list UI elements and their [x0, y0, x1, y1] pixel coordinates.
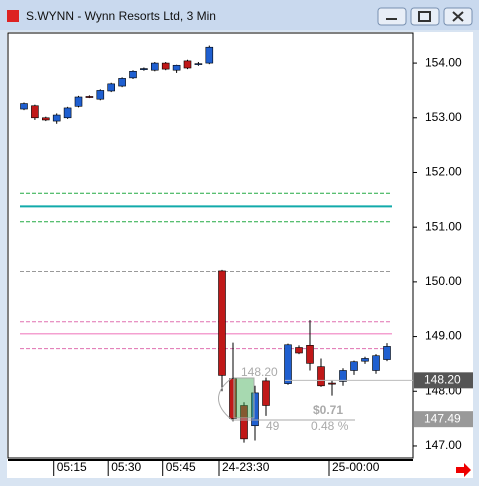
maximize-button[interactable] — [410, 7, 440, 26]
chart-area — [7, 32, 473, 478]
app-icon — [7, 10, 19, 22]
candle-body — [31, 105, 39, 119]
candle-body — [350, 361, 358, 371]
candle-body — [361, 358, 369, 362]
y-tick-label: 152.00 — [425, 165, 462, 179]
candle-body — [229, 378, 237, 419]
candle-body — [183, 60, 192, 69]
candle-body — [107, 83, 115, 92]
measure-change: $0.71 — [313, 403, 343, 417]
candle-body — [218, 270, 226, 376]
x-tick-label: 25-00:00 — [332, 460, 380, 474]
measure-box — [233, 377, 255, 419]
price-tag-label: 147.49 — [424, 411, 461, 425]
price-tag-label: 148.20 — [424, 373, 461, 387]
x-tick-label: 24-23:30 — [222, 460, 270, 474]
candle-body — [262, 380, 270, 406]
measure-oval — [218, 377, 355, 421]
candle-body — [118, 78, 126, 87]
minimize-button[interactable] — [377, 7, 407, 26]
candle-body — [172, 64, 181, 71]
candle-body — [339, 370, 347, 382]
candle-body — [372, 355, 380, 371]
y-tick-label: 151.00 — [425, 219, 462, 233]
candle-body — [96, 90, 105, 100]
candle-body — [161, 62, 170, 70]
candle-body — [63, 107, 72, 119]
candle-body — [41, 117, 50, 121]
scroll-arrow[interactable] — [456, 463, 471, 477]
candle-body — [317, 366, 325, 387]
candle-body — [306, 345, 314, 364]
candle-body — [74, 96, 83, 107]
candle-body — [20, 103, 28, 110]
candle-body — [140, 68, 148, 70]
candle-body — [151, 62, 159, 71]
price-tag — [414, 411, 473, 428]
candle-body — [52, 114, 61, 122]
x-tick-label: 05:15 — [57, 460, 87, 474]
candle-body — [194, 63, 203, 65]
y-tick-label: 147.00 — [425, 438, 462, 452]
measure-percent: 0.48 % — [311, 419, 349, 433]
y-tick-label: 150.00 — [425, 274, 462, 288]
y-tick-label: 154.00 — [425, 55, 462, 69]
price-tag — [414, 372, 473, 389]
y-tick-label: 149.00 — [425, 329, 462, 343]
candle-body — [328, 382, 336, 385]
y-tick-label: 153.00 — [425, 110, 462, 124]
candle-body — [251, 392, 259, 427]
candle-body — [240, 405, 248, 440]
measure-price: 148.20 — [241, 365, 278, 379]
measure-bars: 49 — [266, 419, 280, 433]
plot-border — [7, 32, 414, 459]
candle-body — [85, 96, 94, 98]
candle-body — [295, 347, 303, 354]
x-tick-label: 05:30 — [111, 460, 141, 474]
candle-body — [284, 344, 292, 384]
window-title: S.WYNN - Wynn Resorts Ltd, 3 Min — [26, 9, 216, 23]
x-tick-label: 05:45 — [166, 460, 196, 474]
candle-body — [383, 346, 391, 360]
candle-body — [205, 46, 214, 64]
window-buttons[interactable] — [377, 7, 473, 26]
candle-body — [129, 70, 137, 79]
